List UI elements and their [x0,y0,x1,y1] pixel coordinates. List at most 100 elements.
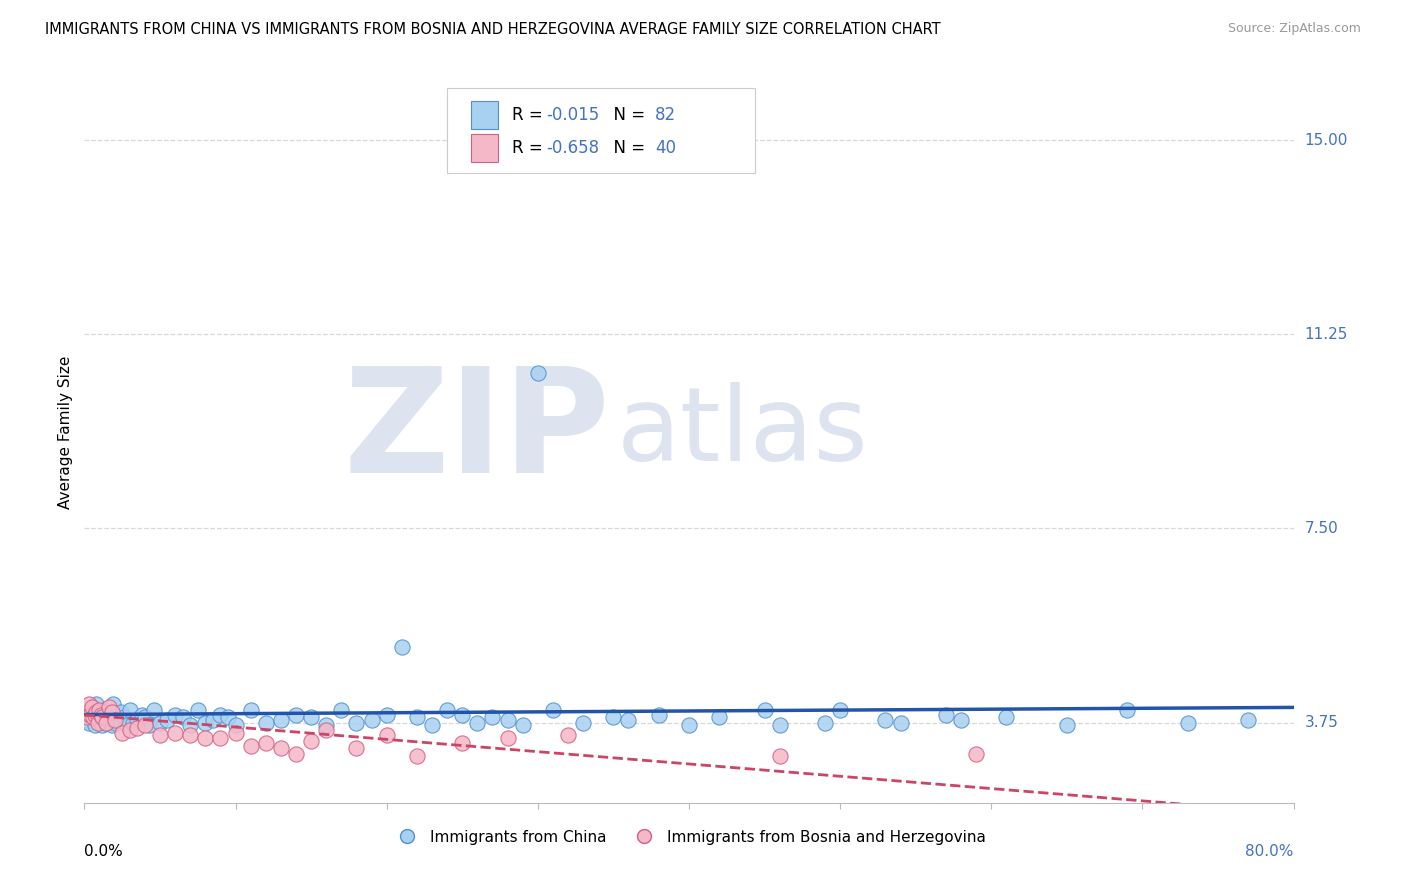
Point [80,700,103,714]
Point [149,729,172,743]
Point [254,715,277,730]
Point [79,707,101,722]
Point [172,710,194,724]
Point [100,705,122,719]
Point [420,718,443,732]
Point [104,713,127,727]
Point [134,710,156,724]
Point [91,710,114,724]
Point [90,707,112,722]
Point [239,739,262,753]
Point [830,703,852,717]
Text: 82: 82 [655,106,676,124]
Y-axis label: Average Family Size: Average Family Size [58,356,73,509]
Point [100,718,122,732]
Point [165,707,187,722]
Point [79,703,101,717]
Point [1177,715,1199,730]
Point [201,713,224,727]
Point [89,703,111,717]
Point [346,715,368,730]
Point [194,731,217,745]
Point [118,703,141,717]
Point [97,700,120,714]
Point [89,707,111,722]
Point [678,718,700,732]
Point [512,718,534,732]
Point [709,710,731,724]
Point [467,715,489,730]
Point [254,736,277,750]
Point [572,715,595,730]
Point [617,713,640,727]
Point [115,718,138,732]
Point [118,723,141,738]
Point [76,713,98,727]
Point [602,710,624,724]
Text: -0.015: -0.015 [547,106,599,124]
Point [299,733,322,747]
Point [375,707,398,722]
Point [134,718,156,732]
Point [86,705,108,719]
Point [179,729,201,743]
Point [890,715,912,730]
Point [187,703,209,717]
Point [754,703,776,717]
Point [557,729,579,743]
Point [165,726,187,740]
Point [87,715,110,730]
Point [209,707,232,722]
Point [93,703,115,717]
Text: N =: N = [603,106,651,124]
Point [84,718,107,732]
Text: 0.0%: 0.0% [84,844,124,858]
Point [127,721,149,735]
Text: 3.75: 3.75 [1305,715,1339,730]
Text: -0.658: -0.658 [547,139,599,157]
Point [97,703,120,717]
Legend: Immigrants from China, Immigrants from Bosnia and Herzegovina: Immigrants from China, Immigrants from B… [385,823,993,851]
Point [121,715,143,730]
Point [107,713,129,727]
Point [1056,718,1078,732]
Point [935,707,957,722]
Point [112,710,135,724]
Text: 40: 40 [655,139,676,157]
Point [270,741,292,756]
Point [101,698,124,712]
Point [77,698,100,712]
Point [156,713,179,727]
Point [179,718,201,732]
Point [375,729,398,743]
Point [285,707,308,722]
Point [330,703,353,717]
Point [149,715,172,730]
Text: 80.0%: 80.0% [1246,844,1294,858]
Text: IMMIGRANTS FROM CHINA VS IMMIGRANTS FROM BOSNIA AND HERZEGOVINA AVERAGE FAMILY S: IMMIGRANTS FROM CHINA VS IMMIGRANTS FROM… [45,22,941,37]
Point [82,707,104,722]
Point [94,715,117,730]
Text: atlas: atlas [616,382,868,483]
Point [527,366,550,380]
Point [90,710,112,724]
Point [346,741,368,756]
Point [239,703,262,717]
Point [110,705,132,719]
Text: R =: R = [512,106,548,124]
Point [91,718,114,732]
Point [86,698,108,712]
Point [496,731,519,745]
Point [496,713,519,727]
Text: ZIP: ZIP [343,362,610,503]
Text: N =: N = [603,139,651,157]
Point [391,640,413,655]
Point [965,747,987,761]
Point [80,710,103,724]
Point [950,713,973,727]
Point [270,713,292,727]
Point [111,726,134,740]
Text: 11.25: 11.25 [1305,326,1348,342]
Point [451,736,474,750]
Text: 15.00: 15.00 [1305,133,1348,147]
